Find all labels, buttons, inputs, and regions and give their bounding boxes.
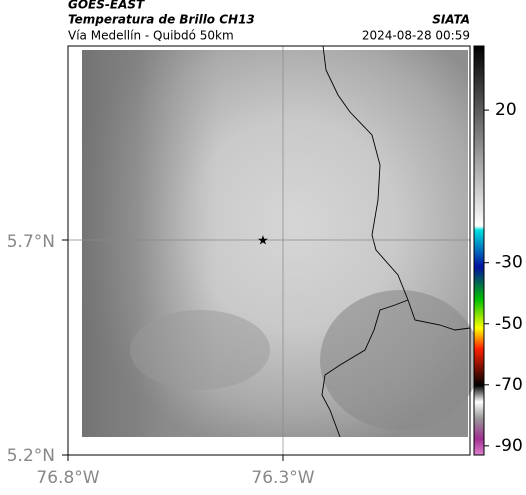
lon-label: 76.3°W xyxy=(251,468,314,488)
location-marker: ★ xyxy=(257,234,269,249)
map-frame xyxy=(67,45,471,456)
imagery-shade xyxy=(320,290,480,430)
colorbar-tick-label: -90 xyxy=(495,436,523,456)
lon-label: 76.8°W xyxy=(36,468,99,488)
colorbar-tick-label: -50 xyxy=(495,314,523,334)
colorbar-tick-label: -30 xyxy=(495,253,523,273)
satellite: GOES-EAST xyxy=(68,0,145,12)
lat-label: 5.2°N xyxy=(7,446,55,466)
border xyxy=(322,45,471,331)
product: Temperatura de Brillo CH13 xyxy=(68,13,255,27)
source: SIATA xyxy=(432,13,470,27)
colorbar-tick-label: -70 xyxy=(495,375,523,395)
imagery-shade xyxy=(130,310,270,390)
border xyxy=(321,299,409,438)
colorbar-ticks: 20 -30 -50 -70 -90 xyxy=(484,100,523,456)
lat-label: 5.7°N xyxy=(7,232,55,252)
datetime: 2024-08-28 00:59 xyxy=(362,29,470,43)
map: ★ xyxy=(67,45,480,456)
colorbar xyxy=(473,45,485,456)
colorbar-tick-label: 20 xyxy=(495,100,517,120)
location: Vía Medellín - Quibdó 50km xyxy=(68,29,234,43)
